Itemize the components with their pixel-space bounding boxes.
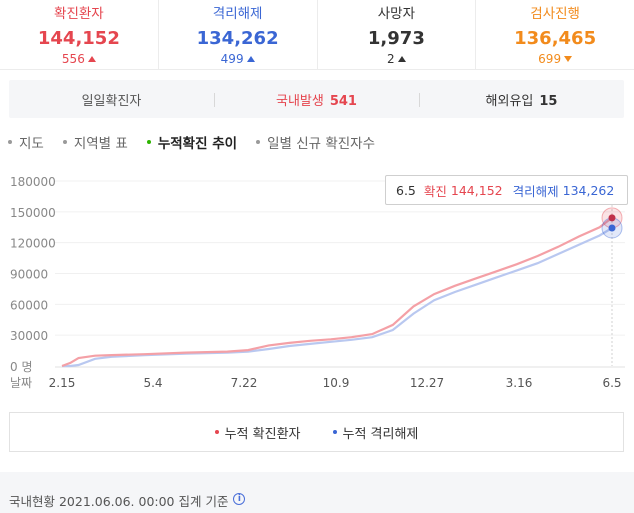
stat-value: 136,465	[514, 28, 597, 49]
daily-tab-overseas[interactable]: 해외유입 15	[419, 90, 624, 109]
tab-cumulative-trend[interactable]: 누적확진 추이	[146, 132, 238, 152]
legend-dot-icon	[332, 430, 337, 434]
series-line-1	[62, 227, 613, 368]
daily-confirmed-strip: 일일확진자 국내발생 541 해외유입 15	[9, 80, 624, 118]
info-icon[interactable]: i	[233, 493, 246, 505]
y-tick-label: 0 명	[10, 360, 33, 374]
stat-delta-value: 699	[538, 52, 562, 66]
footer: 국내현황 2021.06.06. 00:00 집계 기준 i	[0, 472, 634, 513]
arrow-down-icon	[564, 56, 573, 62]
stat-value: 1,973	[367, 28, 425, 49]
x-tick-label: 6.5	[602, 376, 621, 390]
view-tabs: 지도 지역별 표 누적확진 추이 일별 신규 확진자수	[8, 132, 394, 152]
legend-label: 누적 확진환자	[224, 426, 301, 442]
stat-testing: 검사진행 136,465 699	[476, 0, 634, 69]
stat-value: 144,152	[37, 28, 120, 49]
daily-tab-label: 일일확진자	[81, 93, 142, 109]
x-axis-label: 날짜	[10, 376, 32, 390]
y-tick-label: 30000	[10, 329, 48, 343]
tab-label: 누적확진 추이	[157, 136, 238, 152]
bullet-icon	[8, 140, 12, 144]
daily-tab-label: 국내발생	[276, 93, 324, 109]
footer-text: 국내현황 2021.06.06. 00:00 집계 기준	[9, 494, 229, 509]
daily-tab-domestic[interactable]: 국내발생 541	[214, 90, 419, 109]
tab-map[interactable]: 지도	[8, 132, 44, 152]
stat-label: 확진환자	[54, 6, 104, 22]
tooltip-released-label: 격리해제	[512, 183, 559, 199]
legend-label: 누적 격리해제	[342, 426, 419, 442]
tab-region-table[interactable]: 지역별 표	[62, 132, 128, 152]
marker-confirmed	[608, 214, 616, 222]
daily-tab-value: 541	[329, 93, 357, 109]
x-tick-label: 5.4	[143, 376, 162, 390]
stat-delta-value: 2	[387, 52, 395, 66]
daily-tab-total[interactable]: 일일확진자	[9, 90, 214, 109]
stat-delta: 499	[159, 51, 317, 67]
stat-delta: 2	[318, 51, 476, 67]
tab-label: 일별 신규 확진자수	[267, 136, 376, 152]
tab-daily-new[interactable]: 일별 신규 확진자수	[256, 132, 375, 152]
stat-released: 격리해제 134,262 499	[159, 0, 318, 69]
arrow-up-icon	[246, 56, 255, 62]
y-tick-label: 60000	[10, 298, 48, 312]
stat-label: 격리해제	[212, 6, 263, 22]
stats-summary: 확진환자 144,152 556 격리해제 134,262 499 사망자 1,…	[0, 0, 634, 70]
y-tick-label: 120000	[10, 237, 56, 251]
marker-released	[608, 224, 616, 232]
chart-tooltip: 6.5 확진 144,152 격리해제 134,262	[385, 175, 628, 205]
tooltip-date: 6.5	[396, 182, 416, 198]
stat-label: 검사진행	[530, 6, 580, 22]
tab-label: 지역별 표	[73, 136, 128, 152]
chart-legend: 누적 확진환자 누적 격리해제	[9, 412, 624, 452]
legend-item-released[interactable]: 누적 격리해제	[332, 423, 419, 442]
arrow-up-icon	[397, 56, 406, 62]
stat-confirmed: 확진환자 144,152 556	[0, 0, 159, 69]
stat-deaths: 사망자 1,973 2	[318, 0, 477, 69]
bullet-icon	[256, 140, 261, 144]
bullet-icon	[62, 140, 67, 144]
tooltip-confirmed-value: 144,152	[450, 182, 503, 198]
tooltip-released-value: 134,262	[562, 182, 615, 198]
daily-tab-label: 해외유입	[485, 93, 534, 109]
chart-svg: 180000 150000 120000 90000 60000 30000 0 명날짜 2.…	[10, 175, 625, 390]
x-tick-label: 3.16	[506, 376, 533, 390]
stat-delta-value: 499	[220, 52, 244, 66]
tab-label: 지도	[19, 136, 44, 152]
daily-tab-value: 15	[539, 93, 558, 109]
y-tick-label: 90000	[10, 268, 48, 282]
legend-dot-icon	[214, 430, 219, 434]
y-tick-label: 150000	[10, 206, 56, 220]
x-tick-label: 10.9	[323, 376, 350, 390]
stat-delta-value: 556	[61, 52, 85, 66]
tooltip-confirmed-label: 확진	[423, 183, 447, 199]
arrow-up-icon	[87, 56, 96, 62]
stat-value: 134,262	[196, 28, 279, 49]
legend-item-confirmed[interactable]: 누적 확진환자	[214, 423, 301, 442]
x-tick-label: 12.27	[410, 376, 444, 390]
series-line-0	[61, 216, 613, 368]
stat-delta: 699	[476, 51, 634, 67]
x-tick-label: 2.15	[49, 376, 76, 390]
bullet-icon	[146, 140, 151, 144]
stat-label: 사망자	[377, 6, 415, 22]
y-tick-label: 180000	[10, 175, 56, 189]
x-tick-label: 7.22	[231, 376, 258, 390]
stat-delta: 556	[0, 51, 158, 67]
